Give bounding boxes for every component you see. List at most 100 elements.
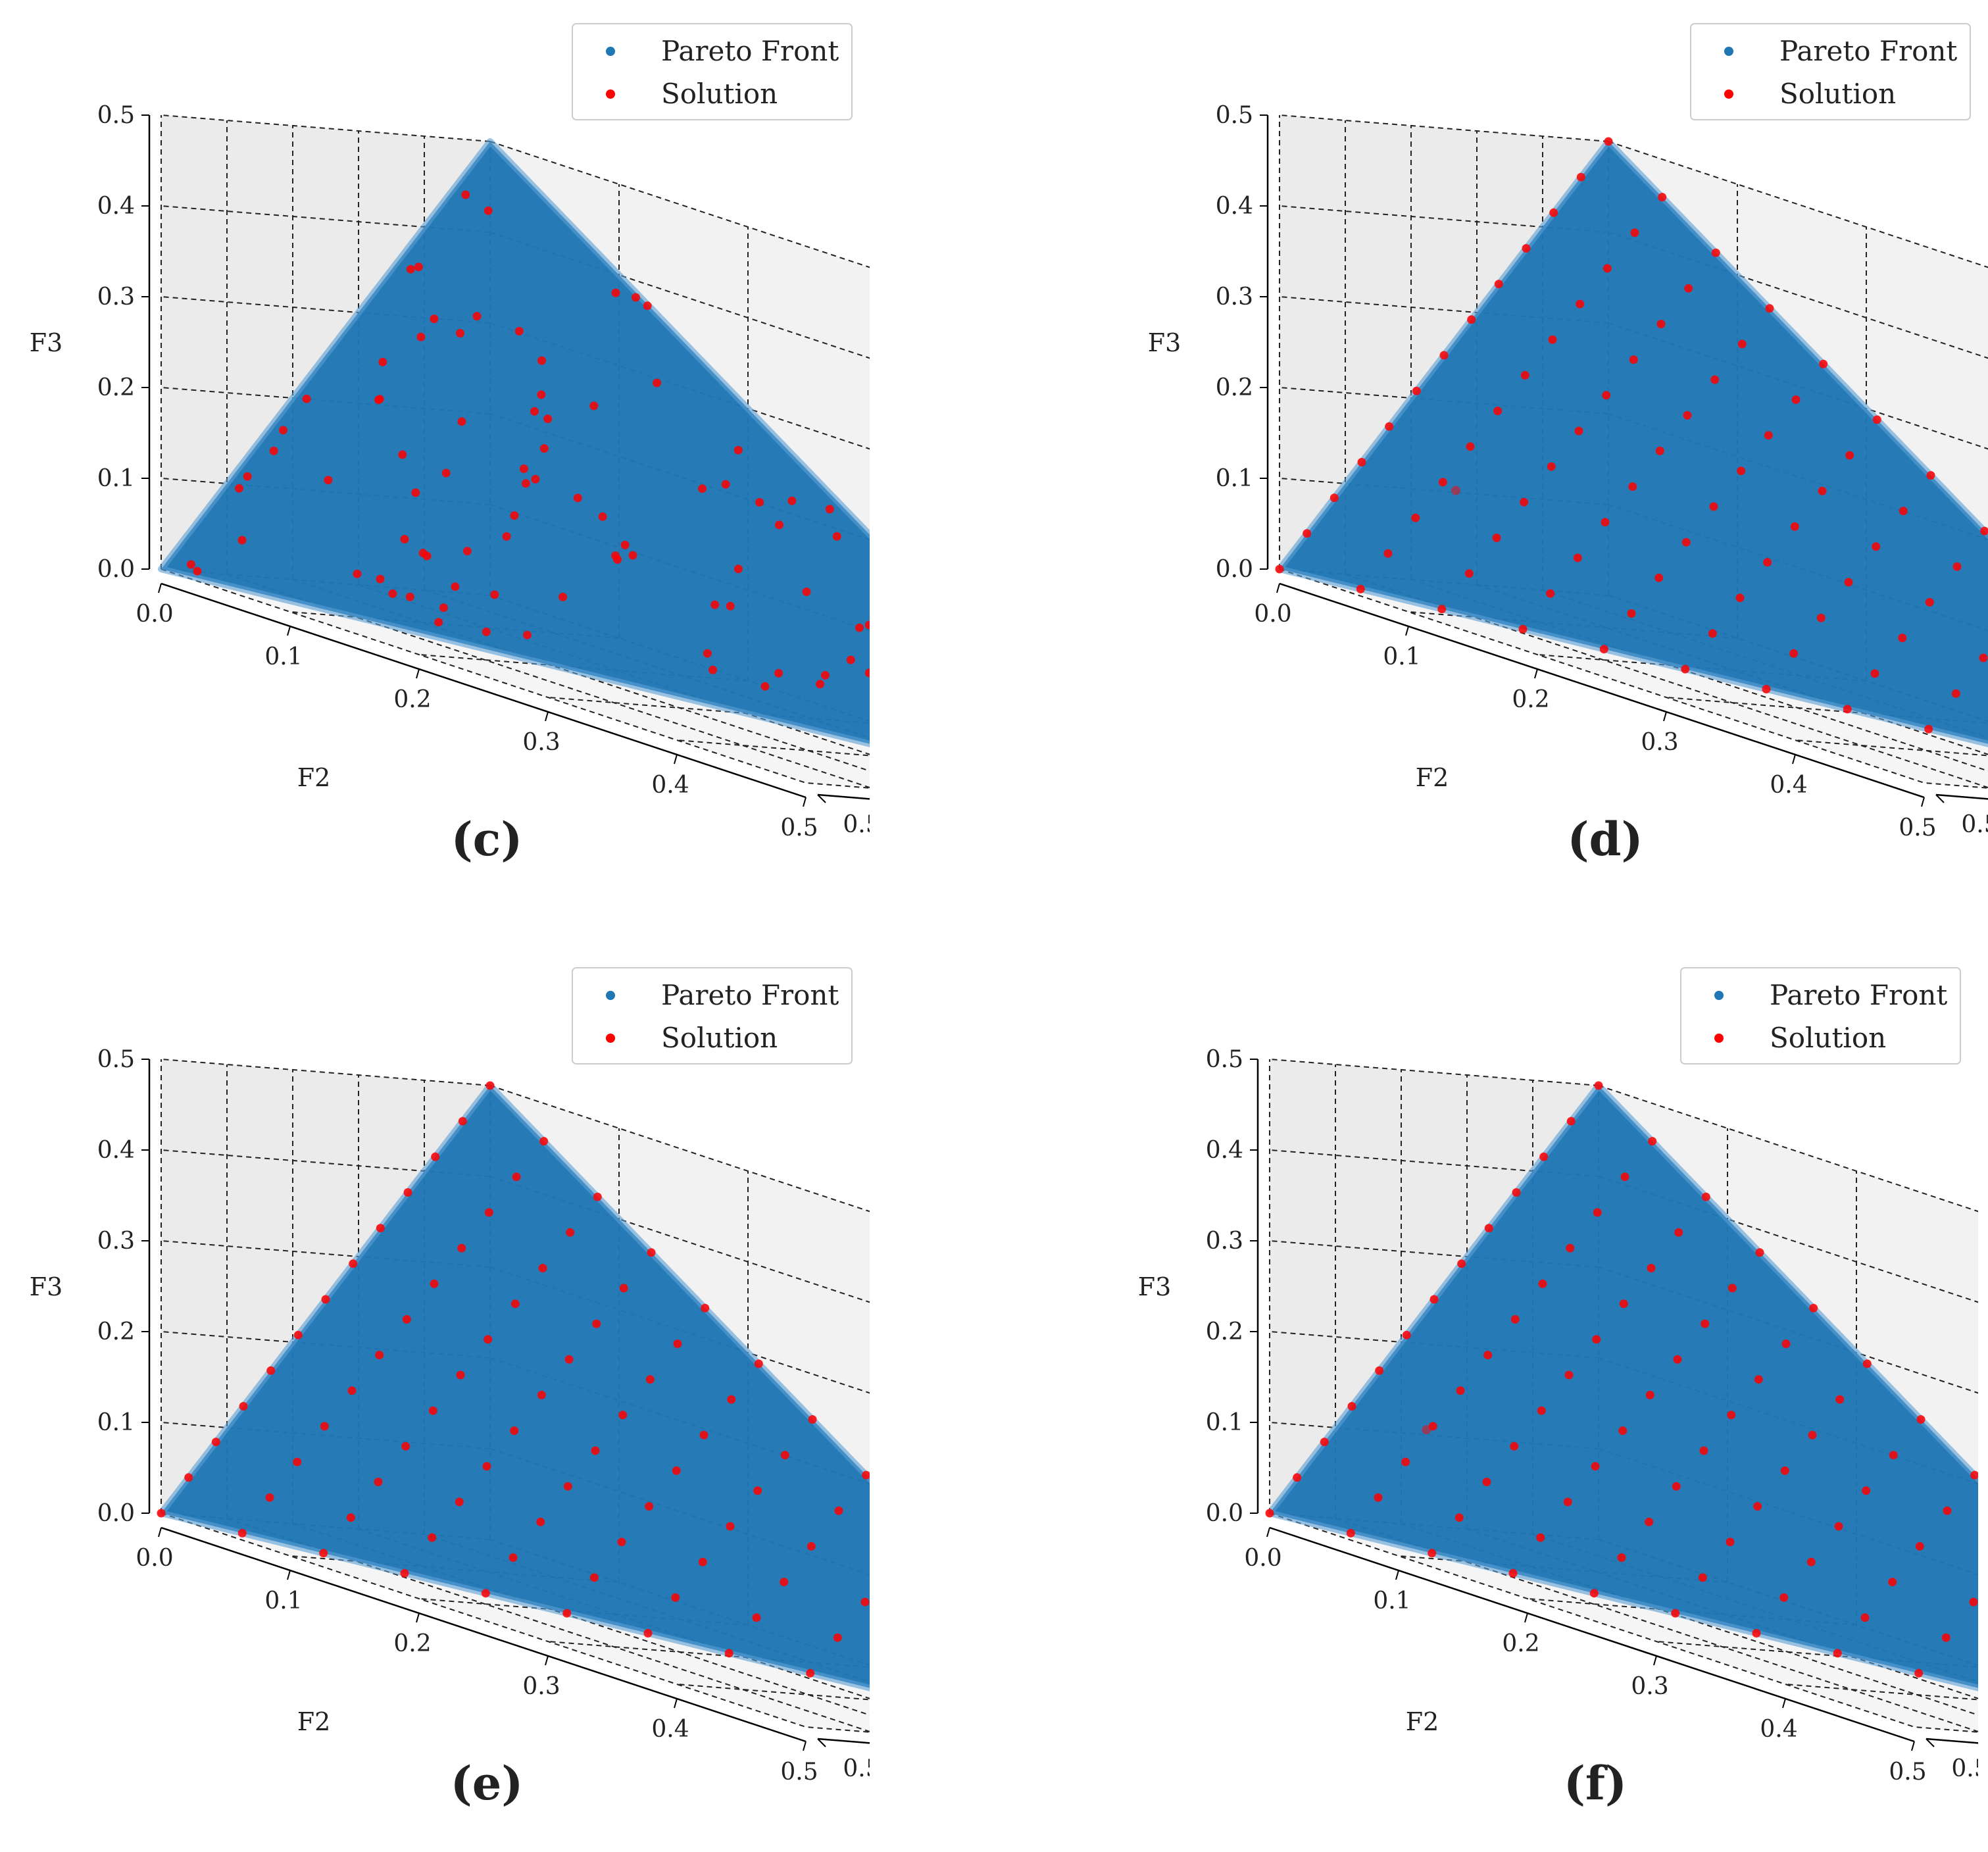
solution-point-outlier: [1451, 486, 1460, 495]
solution-point: [1566, 1116, 1576, 1126]
solution-point: [1576, 172, 1585, 182]
solution-point: [787, 496, 797, 505]
solution-point: [456, 1370, 465, 1380]
solution-point: [458, 1116, 467, 1126]
f2-tick-label: 0.3: [522, 729, 560, 756]
f3-tick-label: 0.0: [1206, 1500, 1243, 1527]
f3-tick-label: 0.5: [1216, 102, 1253, 129]
solution-point: [1645, 1517, 1654, 1526]
panel-caption: (d): [1567, 812, 1643, 866]
solution-point: [1356, 584, 1365, 593]
solution-point: [293, 1330, 303, 1339]
solution-point: [1684, 284, 1693, 293]
solution-point: [324, 476, 333, 485]
f2-tick-label: 0.1: [264, 643, 302, 670]
f2-tick: [1524, 1613, 1528, 1623]
legend-marker-solution: [606, 1034, 615, 1043]
solution-point: [1701, 1319, 1710, 1328]
solution-point: [1546, 589, 1555, 598]
solution-point: [456, 329, 464, 338]
solution-point: [1549, 208, 1558, 217]
f2-axis-label: F2: [297, 763, 331, 792]
solution-point: [1539, 1152, 1549, 1161]
solution-point: [1466, 442, 1475, 451]
solution-point: [1764, 431, 1773, 440]
solution-point: [806, 1668, 815, 1678]
solution-point: [1818, 486, 1827, 495]
solution-point: [265, 1493, 274, 1502]
f3-tick-label: 0.3: [1206, 1228, 1243, 1255]
solution-point: [521, 479, 530, 488]
solution-point: [1592, 1335, 1601, 1344]
solution-point: [1833, 1649, 1842, 1658]
solution-point: [400, 1568, 409, 1578]
f2-tick: [1405, 626, 1409, 636]
solution-point: [573, 493, 582, 503]
solution-point: [349, 1259, 358, 1268]
solution-point: [431, 1152, 440, 1161]
solution-point: [562, 1609, 572, 1618]
solution-point: [864, 668, 870, 678]
solution-point: [1591, 1462, 1600, 1471]
solution-point: [186, 560, 195, 569]
solution-point: [864, 620, 870, 630]
f3-tick-label: 0.3: [1216, 284, 1253, 311]
solution-point: [1374, 1493, 1383, 1502]
legend-marker-solution: [1714, 1034, 1724, 1043]
solution-point: [1329, 493, 1339, 503]
f2-axis-label: F2: [297, 1707, 331, 1736]
legend-box: [1680, 967, 1961, 1064]
solution-point: [1573, 553, 1582, 563]
f2-tick-label: 0.3: [1641, 729, 1678, 756]
solution-point: [754, 1359, 763, 1368]
legend-label-solution: Solution: [661, 1022, 778, 1054]
f3-tick-label: 0.0: [1216, 556, 1253, 583]
gridline: [1269, 1513, 1915, 1728]
legend-marker-solution: [606, 89, 615, 99]
solution-point: [1789, 649, 1799, 658]
solution-point: [727, 1395, 736, 1404]
solution-point: [1806, 1557, 1816, 1566]
solution-point: [833, 1633, 842, 1642]
f2-tick: [158, 1527, 162, 1538]
solution-point: [1618, 1426, 1628, 1436]
solution-point: [1698, 1573, 1707, 1582]
solution-point: [1951, 689, 1960, 698]
legend-label-solution: Solution: [1770, 1022, 1886, 1054]
solution-point: [825, 505, 834, 514]
f3-tick-label: 0.2: [97, 374, 135, 401]
solution-point: [193, 566, 202, 576]
f3-tick-label: 0.4: [97, 1137, 135, 1164]
solution-point: [1467, 315, 1476, 324]
solution-point: [1872, 415, 1881, 424]
gridline: [489, 141, 870, 268]
solution-point: [752, 1613, 761, 1622]
solution-point: [1752, 1629, 1761, 1638]
solution-point: [860, 1597, 870, 1607]
solution-point: [1439, 351, 1449, 360]
solution-point: [1674, 1228, 1683, 1237]
solution-point: [441, 468, 451, 478]
f3-tick-label: 0.0: [97, 556, 135, 583]
solution-point: [1275, 564, 1284, 574]
solution-point: [598, 512, 607, 521]
solution-point: [1654, 573, 1664, 582]
solution-point: [461, 190, 470, 199]
f3-tick-label: 0.3: [97, 284, 135, 311]
solution-point: [1914, 1668, 1924, 1678]
f1-tick-label: 0.5: [843, 811, 870, 838]
solution-point: [645, 1502, 654, 1511]
solution-point: [760, 682, 770, 691]
solution-point: [613, 555, 622, 564]
solution-point: [406, 264, 415, 274]
solution-point: [269, 446, 278, 455]
solution-point: [538, 1264, 547, 1272]
f2-tick: [1911, 1741, 1915, 1751]
f2-tick-label: 0.4: [1760, 1716, 1797, 1743]
solution-point: [416, 332, 426, 341]
f2-tick: [1663, 711, 1667, 722]
solution-point: [593, 1192, 602, 1201]
solution-point: [1845, 451, 1854, 460]
legend-marker-pareto: [1724, 47, 1733, 56]
solution-point: [1512, 1188, 1521, 1197]
